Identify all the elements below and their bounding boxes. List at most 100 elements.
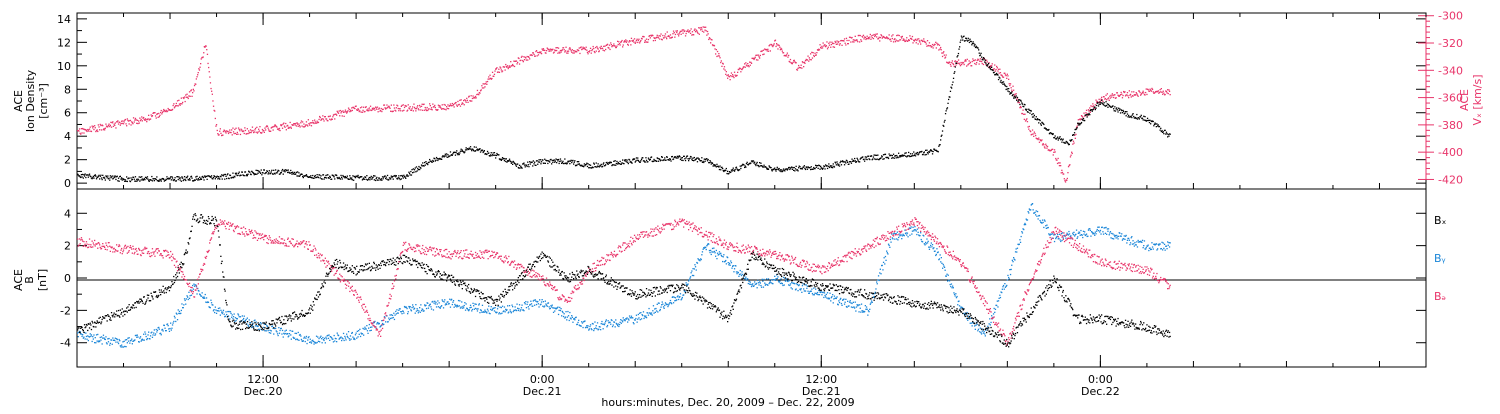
vx-point bbox=[305, 124, 306, 125]
vx-point bbox=[572, 52, 573, 53]
density-point bbox=[961, 36, 962, 37]
vx-point bbox=[1011, 87, 1012, 88]
vx-point bbox=[950, 64, 951, 65]
density-point bbox=[587, 166, 588, 167]
density-point bbox=[1000, 81, 1001, 82]
density-point bbox=[947, 103, 948, 104]
vx-point bbox=[731, 76, 732, 77]
vx-point bbox=[716, 49, 717, 50]
density-point bbox=[1154, 124, 1155, 125]
vx-point bbox=[545, 53, 546, 54]
density-point bbox=[587, 163, 588, 164]
by-point bbox=[606, 326, 607, 327]
by-point bbox=[442, 299, 443, 300]
vx-point bbox=[1135, 94, 1136, 95]
density-point bbox=[268, 172, 269, 173]
density-point bbox=[1038, 119, 1039, 120]
vx-point bbox=[809, 59, 810, 60]
by-point bbox=[117, 339, 118, 340]
vx-point bbox=[801, 65, 802, 66]
by-point bbox=[488, 310, 489, 311]
by-point bbox=[232, 318, 233, 319]
vx-point bbox=[763, 54, 764, 55]
density-point bbox=[1065, 142, 1066, 143]
by-point bbox=[484, 310, 485, 311]
by-point bbox=[332, 339, 333, 340]
vx-point bbox=[361, 112, 362, 113]
by-point bbox=[374, 321, 375, 322]
vx-point bbox=[638, 40, 639, 41]
by-point bbox=[632, 317, 633, 318]
vx-point bbox=[112, 121, 113, 122]
vx-point bbox=[895, 41, 896, 42]
vx-point bbox=[402, 110, 403, 111]
density-point bbox=[397, 178, 398, 179]
vx-point bbox=[1160, 89, 1161, 90]
vx-point bbox=[334, 114, 335, 115]
vx-point bbox=[125, 123, 126, 124]
density-point bbox=[447, 157, 448, 158]
vx-point bbox=[251, 130, 252, 131]
vx-point bbox=[1041, 139, 1042, 140]
density-point bbox=[212, 178, 213, 179]
density-point bbox=[184, 176, 185, 177]
by-point bbox=[887, 253, 888, 254]
by-point bbox=[283, 336, 284, 337]
by-point bbox=[409, 307, 410, 308]
vx-point bbox=[716, 56, 717, 57]
density-point bbox=[926, 150, 927, 151]
density-point bbox=[893, 154, 894, 155]
vx-point bbox=[286, 129, 287, 130]
density-point bbox=[310, 175, 311, 176]
by-point bbox=[757, 287, 758, 288]
density-point bbox=[555, 158, 556, 159]
density-point bbox=[608, 164, 609, 165]
density-point bbox=[953, 78, 954, 79]
by-point bbox=[344, 340, 345, 341]
density-point bbox=[1006, 86, 1007, 87]
density-point bbox=[1029, 113, 1030, 114]
density-point bbox=[579, 163, 580, 164]
density-point bbox=[340, 175, 341, 176]
density-point bbox=[471, 149, 472, 150]
by-point bbox=[139, 341, 140, 342]
density-point bbox=[1105, 106, 1106, 107]
vx-point bbox=[938, 44, 939, 45]
by-point bbox=[446, 304, 447, 305]
vx-point bbox=[312, 120, 313, 121]
density-point bbox=[137, 180, 138, 181]
density-point bbox=[283, 174, 284, 175]
density-point bbox=[106, 176, 107, 177]
vx-point bbox=[1055, 151, 1056, 152]
density-point bbox=[382, 176, 383, 177]
vx-point bbox=[1085, 112, 1086, 113]
density-point bbox=[777, 167, 778, 168]
vx-point bbox=[394, 107, 395, 108]
density-point bbox=[160, 179, 161, 180]
by-point bbox=[256, 321, 257, 322]
vx-point bbox=[637, 42, 638, 43]
by-point bbox=[791, 287, 792, 288]
density-point bbox=[558, 159, 559, 160]
vx-point bbox=[1124, 91, 1125, 92]
density-point bbox=[999, 77, 1000, 78]
density-point bbox=[998, 79, 999, 80]
density-point bbox=[905, 156, 906, 157]
density-point bbox=[1167, 136, 1168, 137]
vx-point bbox=[787, 53, 788, 54]
by-point bbox=[451, 299, 452, 300]
by-point bbox=[750, 284, 751, 285]
by-point bbox=[392, 315, 393, 316]
density-point bbox=[334, 178, 335, 179]
by-point bbox=[269, 330, 270, 331]
density-point bbox=[908, 152, 909, 153]
by-point bbox=[516, 304, 517, 305]
vx-point bbox=[1099, 99, 1100, 100]
vx-point bbox=[329, 119, 330, 120]
by-point bbox=[742, 274, 743, 275]
density-point bbox=[109, 180, 110, 181]
by-point bbox=[427, 303, 428, 304]
density-point bbox=[971, 44, 972, 45]
density-point bbox=[357, 176, 358, 177]
